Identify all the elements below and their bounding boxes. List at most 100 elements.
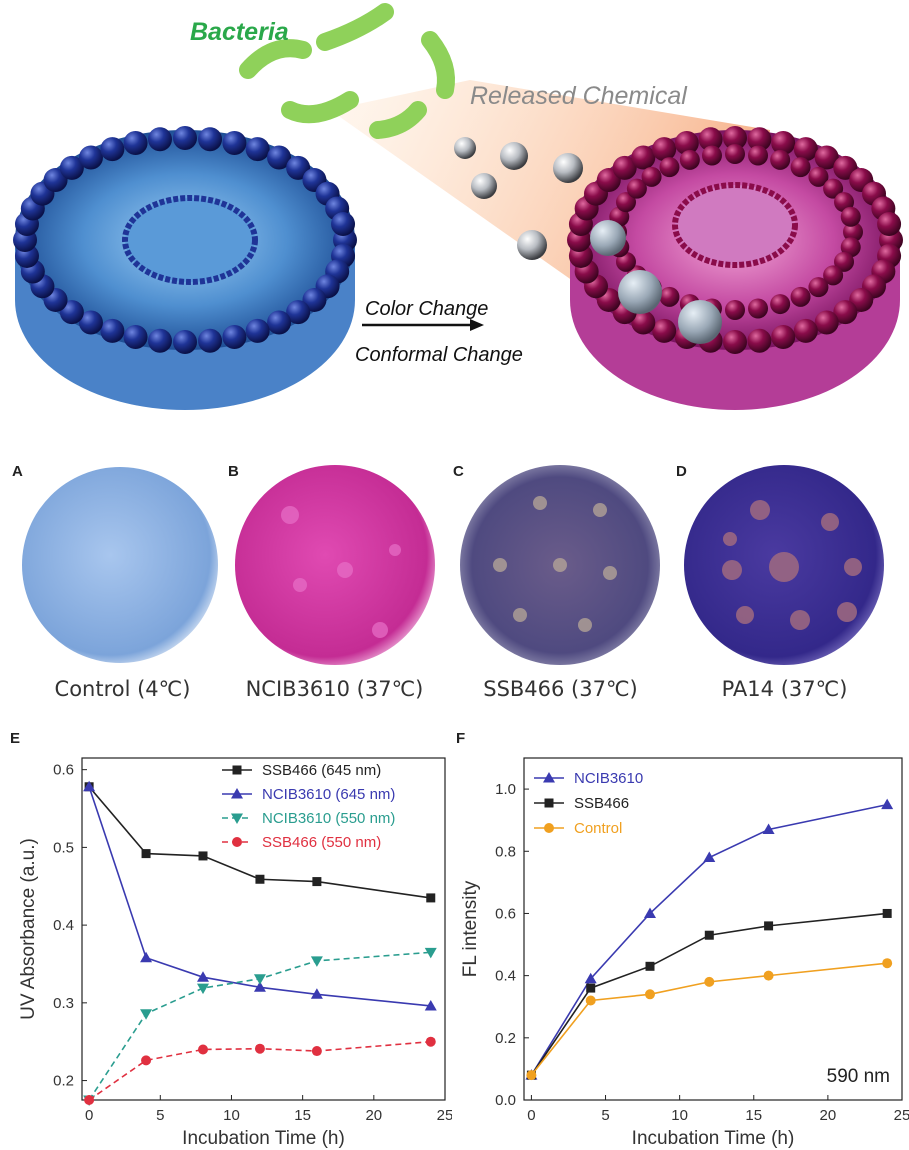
panel-letter-a: A <box>12 463 23 480</box>
data-point <box>312 877 322 887</box>
data-point <box>425 1036 436 1047</box>
y-tick-label: 0.8 <box>495 843 516 860</box>
blue-vesicle <box>13 126 357 410</box>
data-point <box>645 961 655 971</box>
y-axis-label: UV Absorbance (a.u.) <box>18 838 39 1020</box>
data-point <box>704 976 715 987</box>
plate-a <box>22 467 218 663</box>
legend-entry: Control <box>574 820 622 837</box>
panel-letter-e: E <box>10 730 21 747</box>
series-line <box>88 1040 431 1101</box>
legend-marker <box>231 813 243 824</box>
wavelength-annotation: 590 nm <box>827 1066 890 1087</box>
legend-marker <box>543 772 555 783</box>
data-point <box>84 1095 95 1105</box>
x-tick-label: 20 <box>820 1107 837 1124</box>
bacteria-label: Bacteria <box>190 18 289 46</box>
data-point <box>586 983 596 993</box>
y-tick-label: 0.6 <box>53 762 74 779</box>
panel-letter-d: D <box>676 463 687 480</box>
data-point <box>584 972 597 984</box>
series-line <box>530 803 888 1076</box>
x-tick-label: 10 <box>223 1107 240 1124</box>
legend-entry: SSB466 (645 nm) <box>262 762 381 779</box>
plate-c-caption: SSB466 (37℃) <box>483 677 638 701</box>
data-point <box>140 1009 153 1020</box>
plate-a-caption: Control (4℃) <box>54 677 191 701</box>
data-point <box>253 981 266 992</box>
y-axis-label: FL intensity <box>460 880 481 977</box>
plate-d-caption: PA14 (37℃) <box>721 677 848 701</box>
legend-marker <box>231 788 243 799</box>
y-tick-label: 0.0 <box>495 1092 516 1109</box>
plates-illustration <box>22 465 884 665</box>
legend-entry: NCIB3610 (550 nm) <box>262 810 395 827</box>
data-point <box>585 995 596 1006</box>
chart-e: 0 5 10 15 20 25 0.2 0.3 0.4 0.5 0.6 Incubation Time… <box>18 757 452 1149</box>
x-tick-label: 15 <box>745 1107 762 1124</box>
data-point <box>882 908 892 918</box>
data-point <box>198 851 208 861</box>
y-tick-label: 0.4 <box>495 968 516 985</box>
color-change-label: Color Change <box>365 298 489 320</box>
y-tick-label: 0.2 <box>53 1073 74 1090</box>
data-point <box>140 951 153 963</box>
panel-letter-c: C <box>453 463 464 480</box>
series-line <box>88 951 431 1101</box>
series-2 <box>526 958 893 1081</box>
data-point <box>83 780 96 792</box>
legend-entry: NCIB3610 (645 nm) <box>262 786 395 803</box>
data-point <box>197 983 209 995</box>
series-line <box>530 912 888 1076</box>
data-point <box>703 851 716 862</box>
y-tick-label: 1.0 <box>495 781 516 798</box>
data-point <box>763 970 774 981</box>
data-point <box>311 1046 322 1057</box>
series-line <box>88 786 431 899</box>
plot-frame <box>523 757 903 1101</box>
legend-entry: SSB466 <box>574 795 629 812</box>
data-point <box>141 849 151 859</box>
data-point <box>424 999 437 1011</box>
series-2 <box>83 947 437 1106</box>
schematic-illustration <box>13 3 903 410</box>
data-point <box>424 947 437 959</box>
x-tick-label: 5 <box>156 1107 164 1124</box>
x-tick-label: 20 <box>365 1107 382 1124</box>
plate-b-caption: NCIB3610 (37℃) <box>245 677 424 701</box>
series-1 <box>83 780 437 1011</box>
panel-letter-f: F <box>456 730 466 747</box>
legend-marker <box>232 765 242 775</box>
released-chemical-label: Released Chemical <box>470 82 687 110</box>
legend-marker <box>544 823 554 833</box>
data-point <box>254 1043 265 1054</box>
x-tick-label: 25 <box>894 1107 909 1124</box>
data-point <box>526 1070 537 1081</box>
bacteria-group <box>239 3 455 139</box>
legend-marker <box>232 837 242 847</box>
data-point <box>764 921 774 931</box>
magenta-vesicle <box>567 126 903 410</box>
data-point <box>644 907 656 918</box>
data-point <box>198 1044 208 1055</box>
data-point <box>882 958 893 969</box>
data-point <box>310 988 323 999</box>
series-3 <box>84 1036 436 1105</box>
data-point <box>255 874 265 884</box>
data-point <box>253 974 266 985</box>
plot-frame <box>81 757 446 1101</box>
legend-marker <box>544 798 554 808</box>
data-point <box>141 1055 152 1066</box>
data-point <box>704 930 714 940</box>
x-axis-label: Incubation Time (h) <box>632 1128 795 1149</box>
legend-entry: SSB466 (550 nm) <box>262 834 381 851</box>
x-tick-label: 15 <box>294 1107 311 1124</box>
y-tick-label: 0.4 <box>53 917 74 934</box>
data-point <box>881 798 894 810</box>
series-line <box>88 786 431 1007</box>
data-point <box>762 823 775 835</box>
data-point <box>645 989 655 1000</box>
data-point <box>310 956 323 967</box>
y-tick-label: 0.3 <box>53 995 74 1012</box>
data-point <box>426 893 436 903</box>
